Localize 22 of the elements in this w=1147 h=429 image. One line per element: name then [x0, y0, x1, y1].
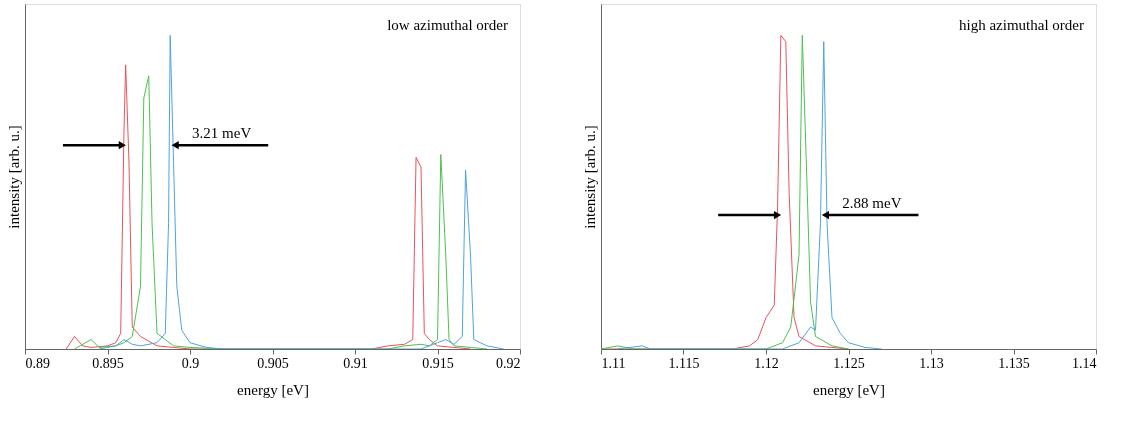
y-axis-title: intensity [arb. u.]: [5, 125, 22, 229]
text: low azimuthal order: [387, 17, 508, 33]
x-tick-label: 0.9: [181, 355, 200, 371]
x-tick-label: 1.125: [833, 355, 865, 371]
x-tick-label: 1.13: [919, 355, 944, 371]
x-axis-title: energy [eV]: [813, 381, 885, 398]
x-tick-label: 0.92: [496, 355, 521, 371]
text: high azimuthal order: [959, 17, 1084, 33]
annotation: 3.21 meV: [192, 125, 252, 142]
x-tick-label: 1.115: [668, 355, 700, 371]
x-tick-label: 0.91: [343, 355, 368, 371]
x-tick-label: 1.12: [754, 355, 779, 371]
x-tick-label: 0.905: [257, 355, 289, 371]
x-tick-label: 1.135: [998, 355, 1030, 371]
x-axis-title: energy [eV]: [237, 381, 309, 398]
x-tick-label: 0.895: [92, 355, 124, 371]
y-axis-title: intensity [arb. u.]: [581, 125, 598, 229]
x-tick-label: 0.915: [422, 355, 454, 371]
x-tick-label: 0.89: [25, 355, 50, 371]
x-tick-label: 1.11: [601, 355, 626, 371]
x-tick-label: 1.14: [1072, 355, 1097, 371]
annotation: 2.88 meV: [842, 195, 902, 212]
